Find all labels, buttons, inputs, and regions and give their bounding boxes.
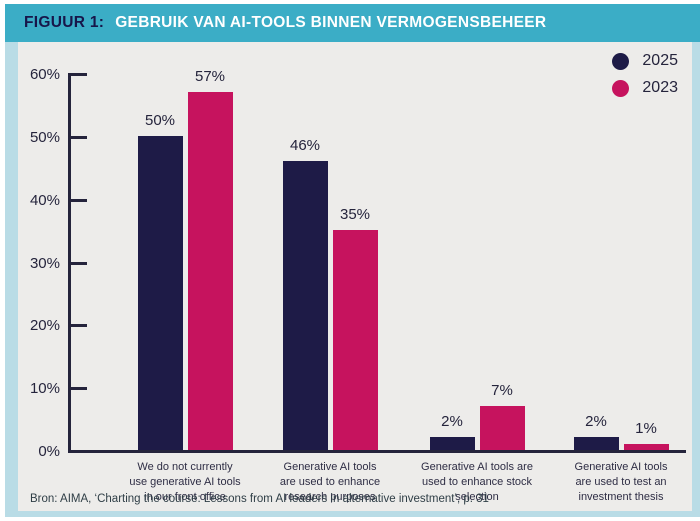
figure-header: FIGUUR 1: GEBRUIK VAN AI-TOOLS BINNEN VE… (5, 4, 700, 42)
figure-title: GEBRUIK VAN AI-TOOLS BINNEN VERMOGENSBEH… (115, 14, 547, 31)
y-tick (68, 135, 87, 139)
bar-value-label: 50% (144, 111, 176, 129)
bar-value-label: 7% (491, 382, 513, 400)
y-tick-label: 30% (29, 254, 60, 272)
category-label: Generative AI tools are used to enhance … (279, 461, 381, 503)
y-tick (68, 387, 87, 391)
bar-value-label: 57% (194, 67, 226, 85)
bar-2025 (573, 437, 619, 450)
y-tick-label: 20% (29, 317, 60, 335)
bar-value-label: 2% (441, 413, 463, 431)
x-axis-line (68, 450, 686, 453)
y-tick-label: 10% (29, 380, 60, 398)
bar-2025 (429, 437, 475, 450)
bar-value-label: 2% (585, 413, 607, 431)
source-citation: Bron: AIMA, ‘Charting the course: Lesson… (30, 493, 489, 505)
y-tick-label: 50% (29, 128, 60, 146)
y-tick (68, 324, 87, 328)
bar-2023 (479, 406, 525, 450)
y-tick-label: 0% (38, 443, 60, 460)
y-tick-label: 60% (29, 66, 60, 83)
y-tick (68, 261, 87, 265)
y-tick-label: 40% (29, 191, 60, 209)
legend-label-2025: 2025 (642, 52, 678, 69)
figure-number: FIGUUR 1: (24, 14, 105, 31)
bar-2023 (623, 443, 669, 450)
legend-swatch-2025-icon (612, 52, 630, 70)
bar-2025 (137, 135, 183, 450)
y-tick (68, 198, 87, 202)
y-tick (68, 73, 87, 76)
legend-swatch-2023-icon (612, 79, 630, 97)
chart-card: 0% 10% 20% 30% 40% 50% 60% 50% 57% We do not curr… (18, 42, 692, 511)
bar-value-label: 46% (289, 136, 321, 154)
legend-item-2023: 2023 (612, 79, 678, 97)
bar-value-label: 1% (635, 419, 657, 437)
category-label: Generative AI tools are used to test an … (574, 461, 668, 503)
bar-2023 (332, 230, 378, 450)
category-label: We do not currently use generative AI to… (129, 461, 241, 503)
chart-frame: 0% 10% 20% 30% 40% 50% 60% 50% 57% We do not curr… (5, 42, 700, 517)
category-label: Generative AI tools are used to enhance … (421, 461, 533, 503)
bar-2025 (282, 160, 328, 450)
legend-label-2023: 2023 (642, 79, 678, 96)
legend-item-2025: 2025 (612, 52, 678, 70)
bar-value-label: 35% (339, 206, 371, 224)
bar-2023 (187, 91, 233, 450)
plot-area: 0% 10% 20% 30% 40% 50% 60% 50% 57% We do not curr… (18, 42, 692, 511)
legend: 2025 2023 (612, 52, 678, 97)
